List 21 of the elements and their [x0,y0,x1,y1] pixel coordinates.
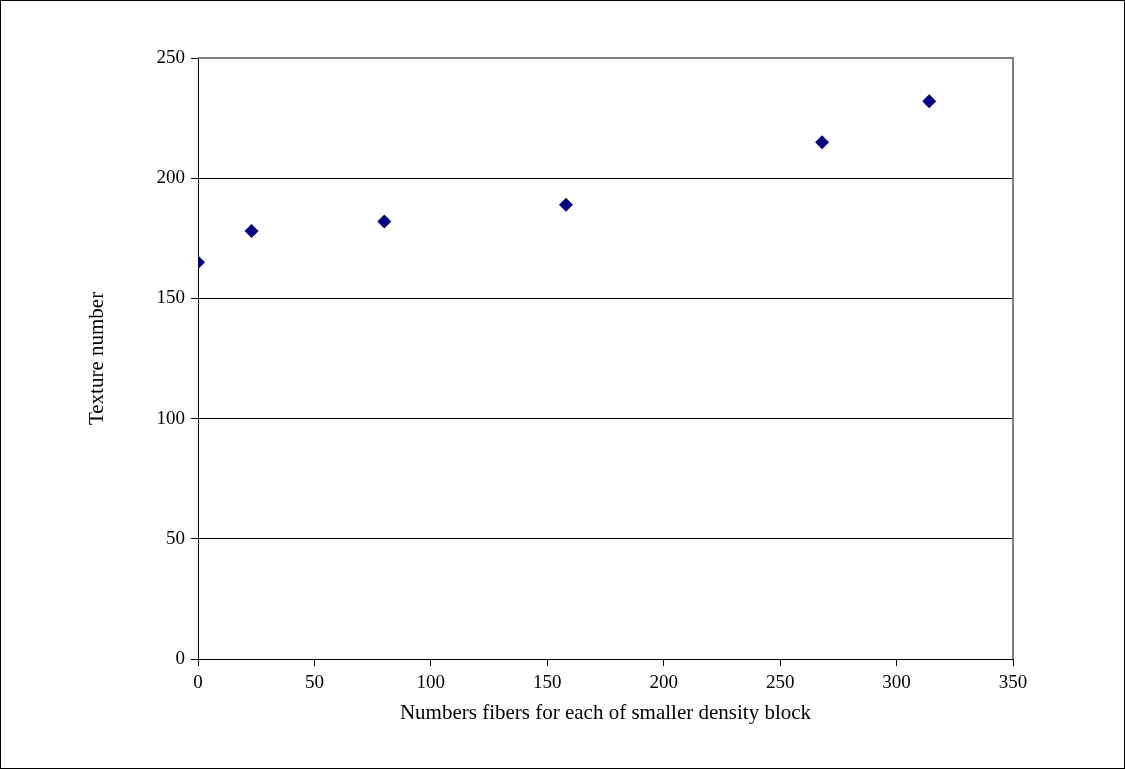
y-tick-label: 100 [156,406,185,428]
x-tick-label: 100 [416,671,446,693]
y-tick-label: 150 [156,286,185,308]
x-tick-label: 300 [882,671,911,693]
y-axis-title: Texture number [84,291,109,426]
x-tick-label: 50 [304,671,324,693]
x-axis-title: Numbers fibers for each of smaller density block [399,699,812,724]
x-tick-label: 250 [765,671,795,693]
x-tick-label: 150 [533,671,562,693]
y-tick-label: 200 [156,166,185,188]
point [558,197,573,212]
point [377,214,392,229]
x-tick-label: 350 [998,671,1028,693]
point [922,94,937,109]
y-tick-label: 50 [166,526,185,548]
point [244,224,259,239]
y-tick-label: 0 [175,646,185,668]
x-tick-label: 200 [649,671,678,693]
point [815,135,830,150]
x-tick-label: 0 [193,671,203,693]
y-tick-label: 250 [156,45,185,67]
